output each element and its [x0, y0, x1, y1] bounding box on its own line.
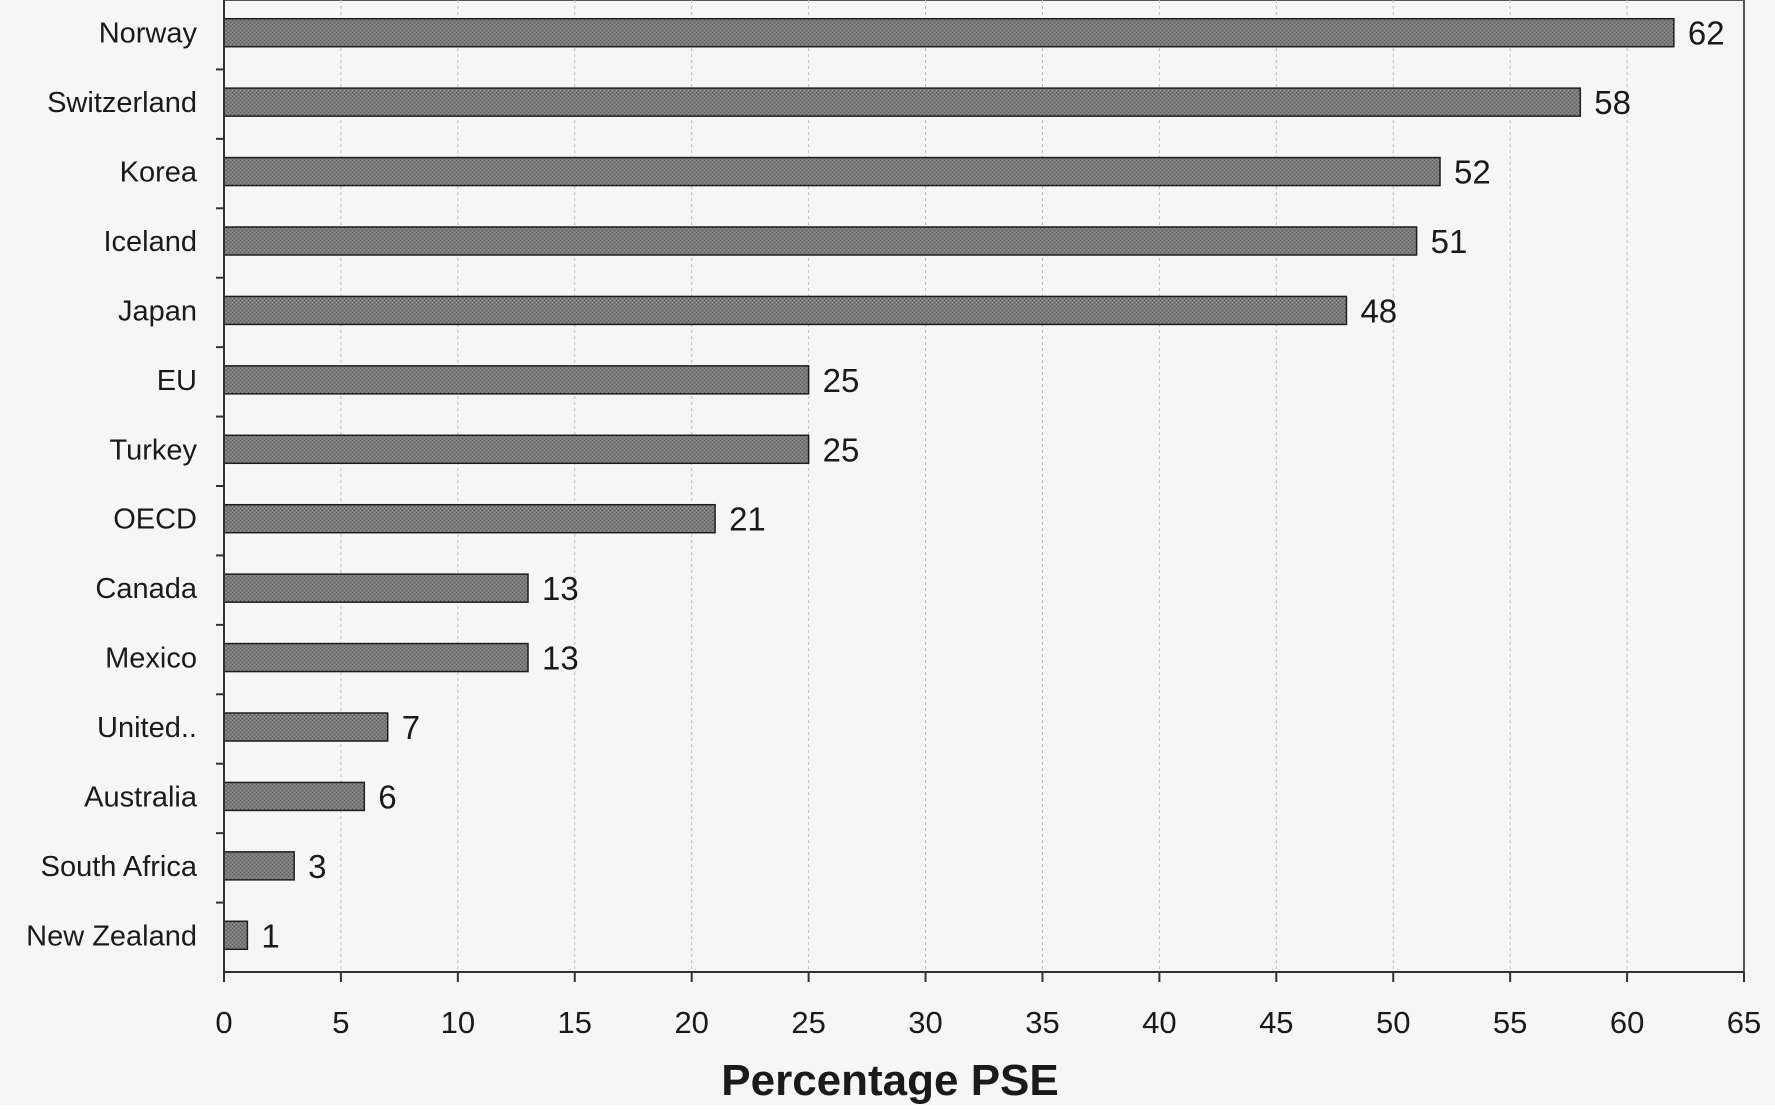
bar: [223, 642, 529, 673]
x-tick-label: 25: [791, 1005, 825, 1040]
x-tick-label: 60: [1610, 1005, 1644, 1040]
data-label: 25: [823, 362, 860, 399]
data-label: 7: [402, 709, 420, 746]
category-label: Switzerland: [47, 87, 197, 119]
x-tick-label: 15: [558, 1005, 592, 1040]
x-tick-label: 30: [908, 1005, 942, 1040]
bar: [223, 87, 1582, 117]
x-tick-label: 10: [441, 1005, 475, 1040]
bar: [223, 434, 810, 465]
plot-area: [223, 0, 1745, 973]
bar: [223, 503, 716, 534]
x-tick-label: 65: [1727, 1005, 1761, 1040]
axes: [216, 0, 1745, 982]
data-label: 13: [542, 640, 579, 677]
labels: 0 5 10 15 20 25 30 35 40 45 50 55 60 65 Norway 62 Switze…: [26, 15, 1761, 1040]
data-label: 6: [378, 778, 396, 815]
x-tick-label: 40: [1142, 1005, 1176, 1040]
category-label: Iceland: [103, 226, 197, 258]
category-label: Japan: [118, 295, 197, 327]
bar: [223, 573, 529, 603]
data-label: 1: [261, 917, 279, 954]
bar: [223, 17, 1675, 48]
bar: [223, 920, 249, 951]
data-label: 48: [1360, 292, 1397, 329]
bar: [223, 712, 389, 742]
x-tick-label: 5: [332, 1005, 349, 1040]
bar: [223, 365, 810, 395]
bar: [223, 226, 1418, 256]
bar: [223, 156, 1441, 187]
x-axis-title: Percentage PSE: [721, 1056, 1059, 1105]
bars: [223, 17, 1675, 951]
x-tick-label: 0: [215, 1005, 232, 1040]
bar: [223, 851, 295, 881]
category-label: Norway: [99, 18, 198, 50]
data-label: 13: [542, 570, 579, 607]
bar: [223, 781, 366, 812]
x-tick-label: 20: [674, 1005, 708, 1040]
data-label: 51: [1431, 223, 1468, 260]
data-label: 62: [1688, 15, 1725, 52]
category-label: United..: [97, 712, 197, 744]
data-label: 52: [1454, 154, 1491, 191]
category-label: New Zealand: [26, 920, 197, 952]
category-label: Canada: [95, 573, 197, 605]
x-tick-label: 55: [1493, 1005, 1527, 1040]
x-tick-label: 45: [1259, 1005, 1293, 1040]
category-label: South Africa: [41, 851, 198, 883]
category-label: Mexico: [105, 643, 197, 675]
category-label: Korea: [120, 157, 198, 189]
category-label: OECD: [113, 504, 197, 536]
data-label: 21: [729, 501, 766, 538]
bar: [223, 295, 1348, 326]
data-label: 58: [1594, 84, 1631, 121]
data-label: 25: [823, 431, 860, 468]
x-tick-label: 50: [1376, 1005, 1410, 1040]
category-label: Turkey: [109, 434, 197, 466]
x-tick-label: 35: [1025, 1005, 1059, 1040]
category-label: EU: [157, 365, 197, 397]
category-label: Australia: [84, 781, 198, 813]
data-label: 3: [308, 848, 326, 885]
